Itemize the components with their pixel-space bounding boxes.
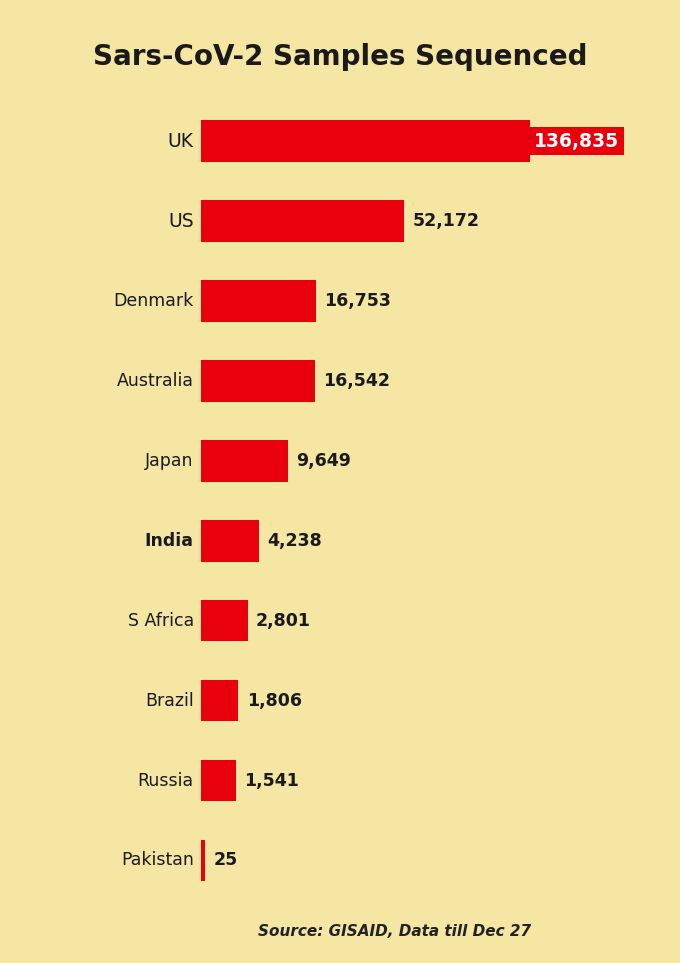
FancyBboxPatch shape <box>201 520 258 561</box>
Text: 52,172: 52,172 <box>412 212 479 230</box>
Text: Denmark: Denmark <box>114 292 194 310</box>
FancyBboxPatch shape <box>201 760 235 801</box>
Text: Source: GISAID, Data till Dec 27: Source: GISAID, Data till Dec 27 <box>258 924 531 939</box>
FancyBboxPatch shape <box>201 120 530 162</box>
Text: 1,541: 1,541 <box>243 771 299 790</box>
Text: 1,806: 1,806 <box>247 691 302 710</box>
Text: UK: UK <box>168 132 194 150</box>
FancyBboxPatch shape <box>201 200 404 242</box>
Text: Sars-CoV-2 Samples Sequenced: Sars-CoV-2 Samples Sequenced <box>92 43 588 71</box>
FancyBboxPatch shape <box>201 840 205 881</box>
FancyBboxPatch shape <box>201 440 288 482</box>
Text: Pakistan: Pakistan <box>121 851 194 870</box>
FancyBboxPatch shape <box>201 600 248 641</box>
Text: 4,238: 4,238 <box>267 532 322 550</box>
FancyBboxPatch shape <box>201 360 316 402</box>
Text: 136,835: 136,835 <box>534 132 619 150</box>
Text: 16,542: 16,542 <box>324 372 390 390</box>
Text: Australia: Australia <box>117 372 194 390</box>
Text: 2,801: 2,801 <box>256 612 311 630</box>
Text: US: US <box>168 212 194 230</box>
Text: 16,753: 16,753 <box>324 292 391 310</box>
Text: Russia: Russia <box>137 771 194 790</box>
Text: 9,649: 9,649 <box>296 452 351 470</box>
Text: Japan: Japan <box>146 452 194 470</box>
Text: Brazil: Brazil <box>145 691 194 710</box>
FancyBboxPatch shape <box>201 280 316 322</box>
Text: 25: 25 <box>214 851 237 870</box>
Text: S Africa: S Africa <box>128 612 194 630</box>
Text: India: India <box>145 532 194 550</box>
FancyBboxPatch shape <box>201 680 239 721</box>
